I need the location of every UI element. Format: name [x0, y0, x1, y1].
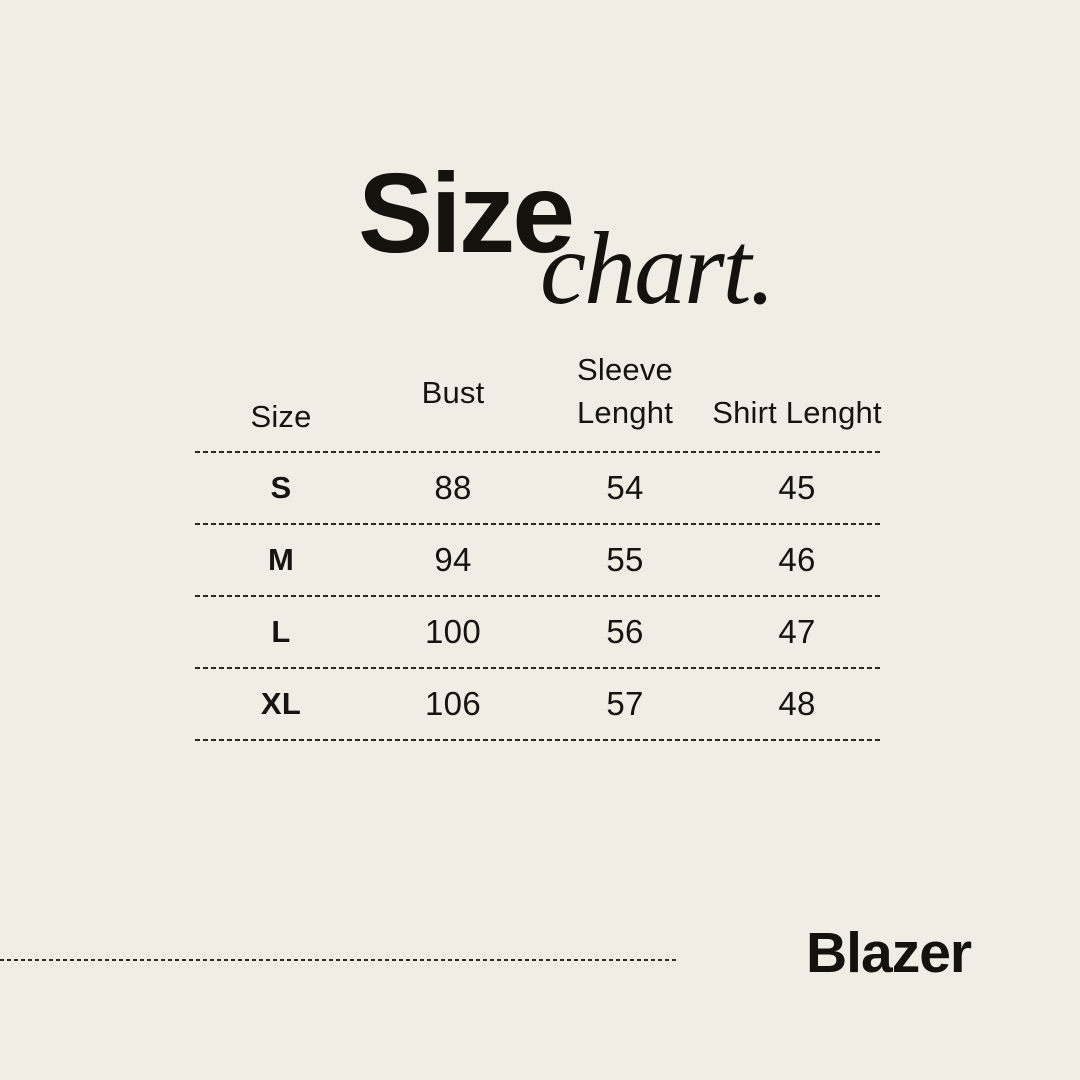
cell-size: L — [271, 614, 291, 649]
table-header-row: Size Bust Sleeve Lenght Shirt Lenght — [195, 348, 883, 451]
column-header-bust: Bust — [421, 375, 485, 410]
cell-shirt-length: 45 — [778, 469, 816, 506]
divider-line — [195, 523, 883, 525]
table-row-m: M 94 55 46 — [195, 525, 883, 595]
cell-shirt-length: 48 — [778, 685, 816, 722]
divider-line — [195, 595, 883, 597]
cell-size: M — [267, 542, 295, 577]
cell-shirt-length: 47 — [778, 613, 816, 650]
divider-line — [195, 451, 883, 453]
divider-line — [195, 739, 883, 741]
cell-sleeve-length: 54 — [606, 469, 644, 506]
size-table: Size Bust Sleeve Lenght Shirt Lenght S 8… — [195, 348, 883, 741]
cell-shirt-length: 46 — [778, 541, 816, 578]
table-row-s: S 88 54 45 — [195, 453, 883, 523]
cell-bust: 94 — [434, 541, 472, 578]
divider-line — [195, 667, 883, 669]
table-row-l: L 100 56 47 — [195, 597, 883, 667]
cell-sleeve-length: 55 — [606, 541, 644, 578]
cell-sleeve-length: 56 — [606, 613, 644, 650]
cell-bust: 100 — [425, 613, 481, 650]
page-title: Size — [358, 150, 575, 276]
table-row-xl: XL 106 57 48 — [195, 669, 883, 739]
page-title-script: chart. — [540, 211, 776, 326]
brand-label: Blazer — [806, 921, 972, 985]
cell-sleeve-length: 57 — [606, 685, 644, 722]
cell-size: XL — [260, 686, 302, 721]
cell-size: S — [270, 470, 292, 505]
footer-divider-line — [0, 959, 676, 961]
column-header-shirt-length: Shirt Lenght — [712, 395, 882, 430]
column-header-size: Size — [250, 399, 312, 434]
column-header-sleeve-length: Sleeve Lenght — [576, 352, 674, 430]
cell-bust: 106 — [425, 685, 481, 722]
cell-bust: 88 — [434, 469, 472, 506]
